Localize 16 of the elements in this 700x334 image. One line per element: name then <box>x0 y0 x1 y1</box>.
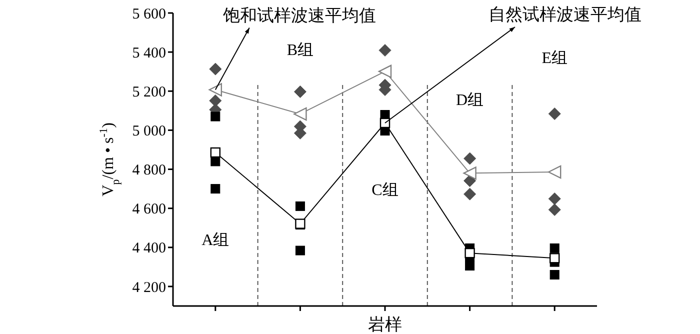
x-axis-title: 岩样 <box>368 315 402 334</box>
y-tick-label: 4 400 <box>132 240 166 257</box>
y-tick-label: 5 200 <box>132 84 166 100</box>
x-tick-label: A组 <box>202 232 230 249</box>
y-tick-label: 4 200 <box>132 280 166 296</box>
annotation: 自然试样波速平均值 <box>488 4 642 24</box>
x-tick-label: B组 <box>286 42 314 59</box>
x-tick-label: E组 <box>542 50 568 67</box>
y-tick-label: 4 600 <box>132 202 166 218</box>
annotation: 饱和试样波速平均值 <box>222 6 376 25</box>
y-tick-label: 5 400 <box>132 45 166 62</box>
x-tick-label: C组 <box>372 182 398 199</box>
y-tick-label: 5 600 <box>132 6 166 22</box>
y-tick-label: 5 000 <box>132 124 166 140</box>
x-tick-label: D组 <box>456 92 484 109</box>
y-tick-label: 4 800 <box>132 162 166 179</box>
